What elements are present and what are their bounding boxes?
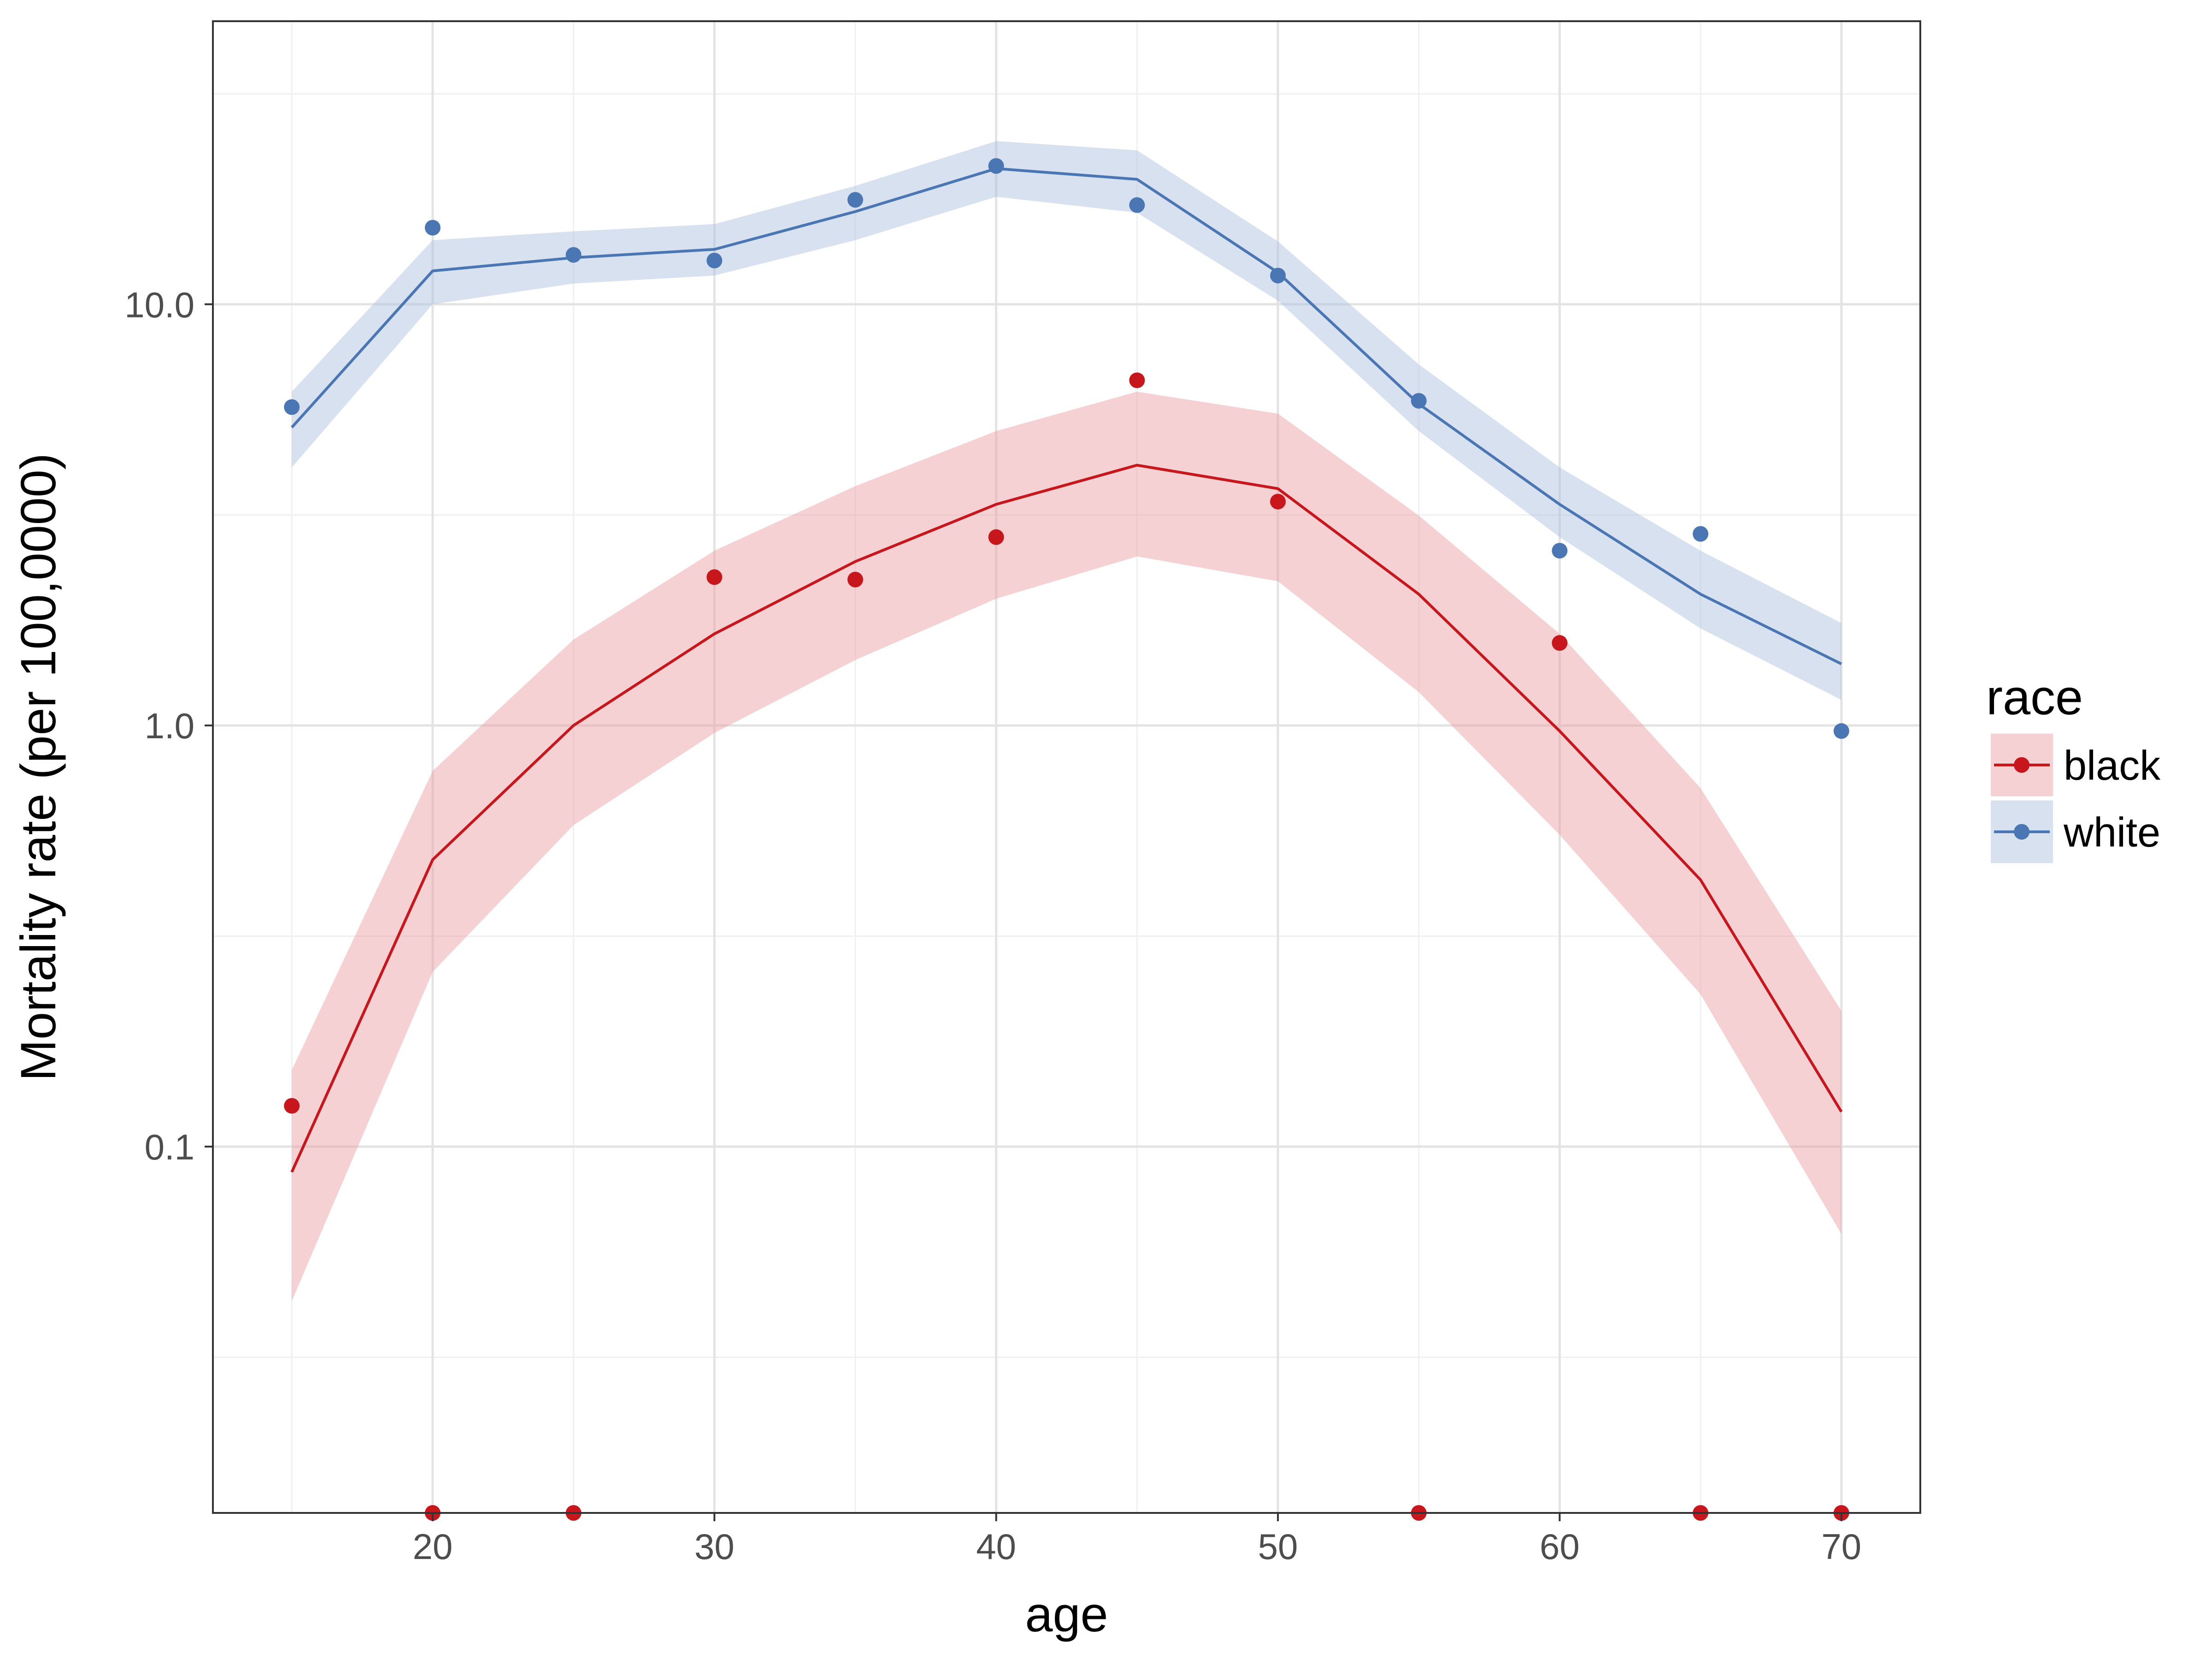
line-black — [290, 464, 1843, 1173]
y-tick-label: 1.0 — [145, 706, 194, 746]
point-white — [988, 158, 1004, 174]
fit-lines — [290, 167, 1843, 1173]
x-tick-label: 60 — [1540, 1526, 1580, 1567]
legend: race black white — [1986, 669, 2161, 863]
legend-label-black: black — [2064, 743, 2161, 789]
point-white — [284, 399, 300, 415]
point-white — [1270, 267, 1286, 283]
axes: 20 30 40 50 60 70 0.1 1.0 10.0 — [124, 284, 1861, 1567]
point-white — [847, 192, 863, 208]
y-tick-label: 0.1 — [145, 1127, 194, 1167]
confidence-bands — [292, 141, 1841, 1301]
legend-key-point-white — [2014, 824, 2030, 840]
point-black — [1552, 635, 1568, 651]
point-black — [706, 569, 723, 585]
point-white — [1129, 197, 1145, 213]
point-black — [988, 529, 1004, 545]
band-black — [292, 392, 1841, 1301]
legend-label-white: white — [2063, 810, 2160, 856]
legend-items: black white — [1991, 734, 2161, 863]
point-white — [424, 220, 441, 236]
panel-border — [212, 20, 1921, 1514]
point-black — [1270, 494, 1286, 510]
line-white — [290, 167, 1842, 665]
point-black — [1129, 372, 1145, 388]
legend-title: race — [1986, 669, 2083, 725]
x-tick-label: 40 — [976, 1526, 1016, 1567]
x-tick-label: 30 — [694, 1526, 735, 1567]
x-axis-title: age — [1025, 1586, 1108, 1642]
x-tick-label: 70 — [1821, 1526, 1861, 1567]
y-axis-title: Mortality rate (per 100,0000) — [10, 453, 66, 1081]
x-tick-label: 50 — [1258, 1526, 1298, 1567]
x-tick-label: 20 — [412, 1526, 453, 1567]
point-white — [706, 253, 723, 269]
point-white — [1411, 393, 1427, 409]
legend-key-point-black — [2014, 757, 2030, 773]
point-white — [1693, 526, 1709, 542]
legend-item-white: white — [1991, 800, 2160, 863]
y-tick-label: 10.0 — [124, 284, 194, 325]
point-black — [847, 571, 863, 588]
legend-item-black: black — [1991, 734, 2161, 796]
point-white — [1833, 723, 1849, 739]
point-white — [1552, 542, 1568, 559]
point-white — [565, 247, 582, 263]
point-black — [284, 1098, 300, 1114]
observed-points — [284, 158, 1849, 1521]
